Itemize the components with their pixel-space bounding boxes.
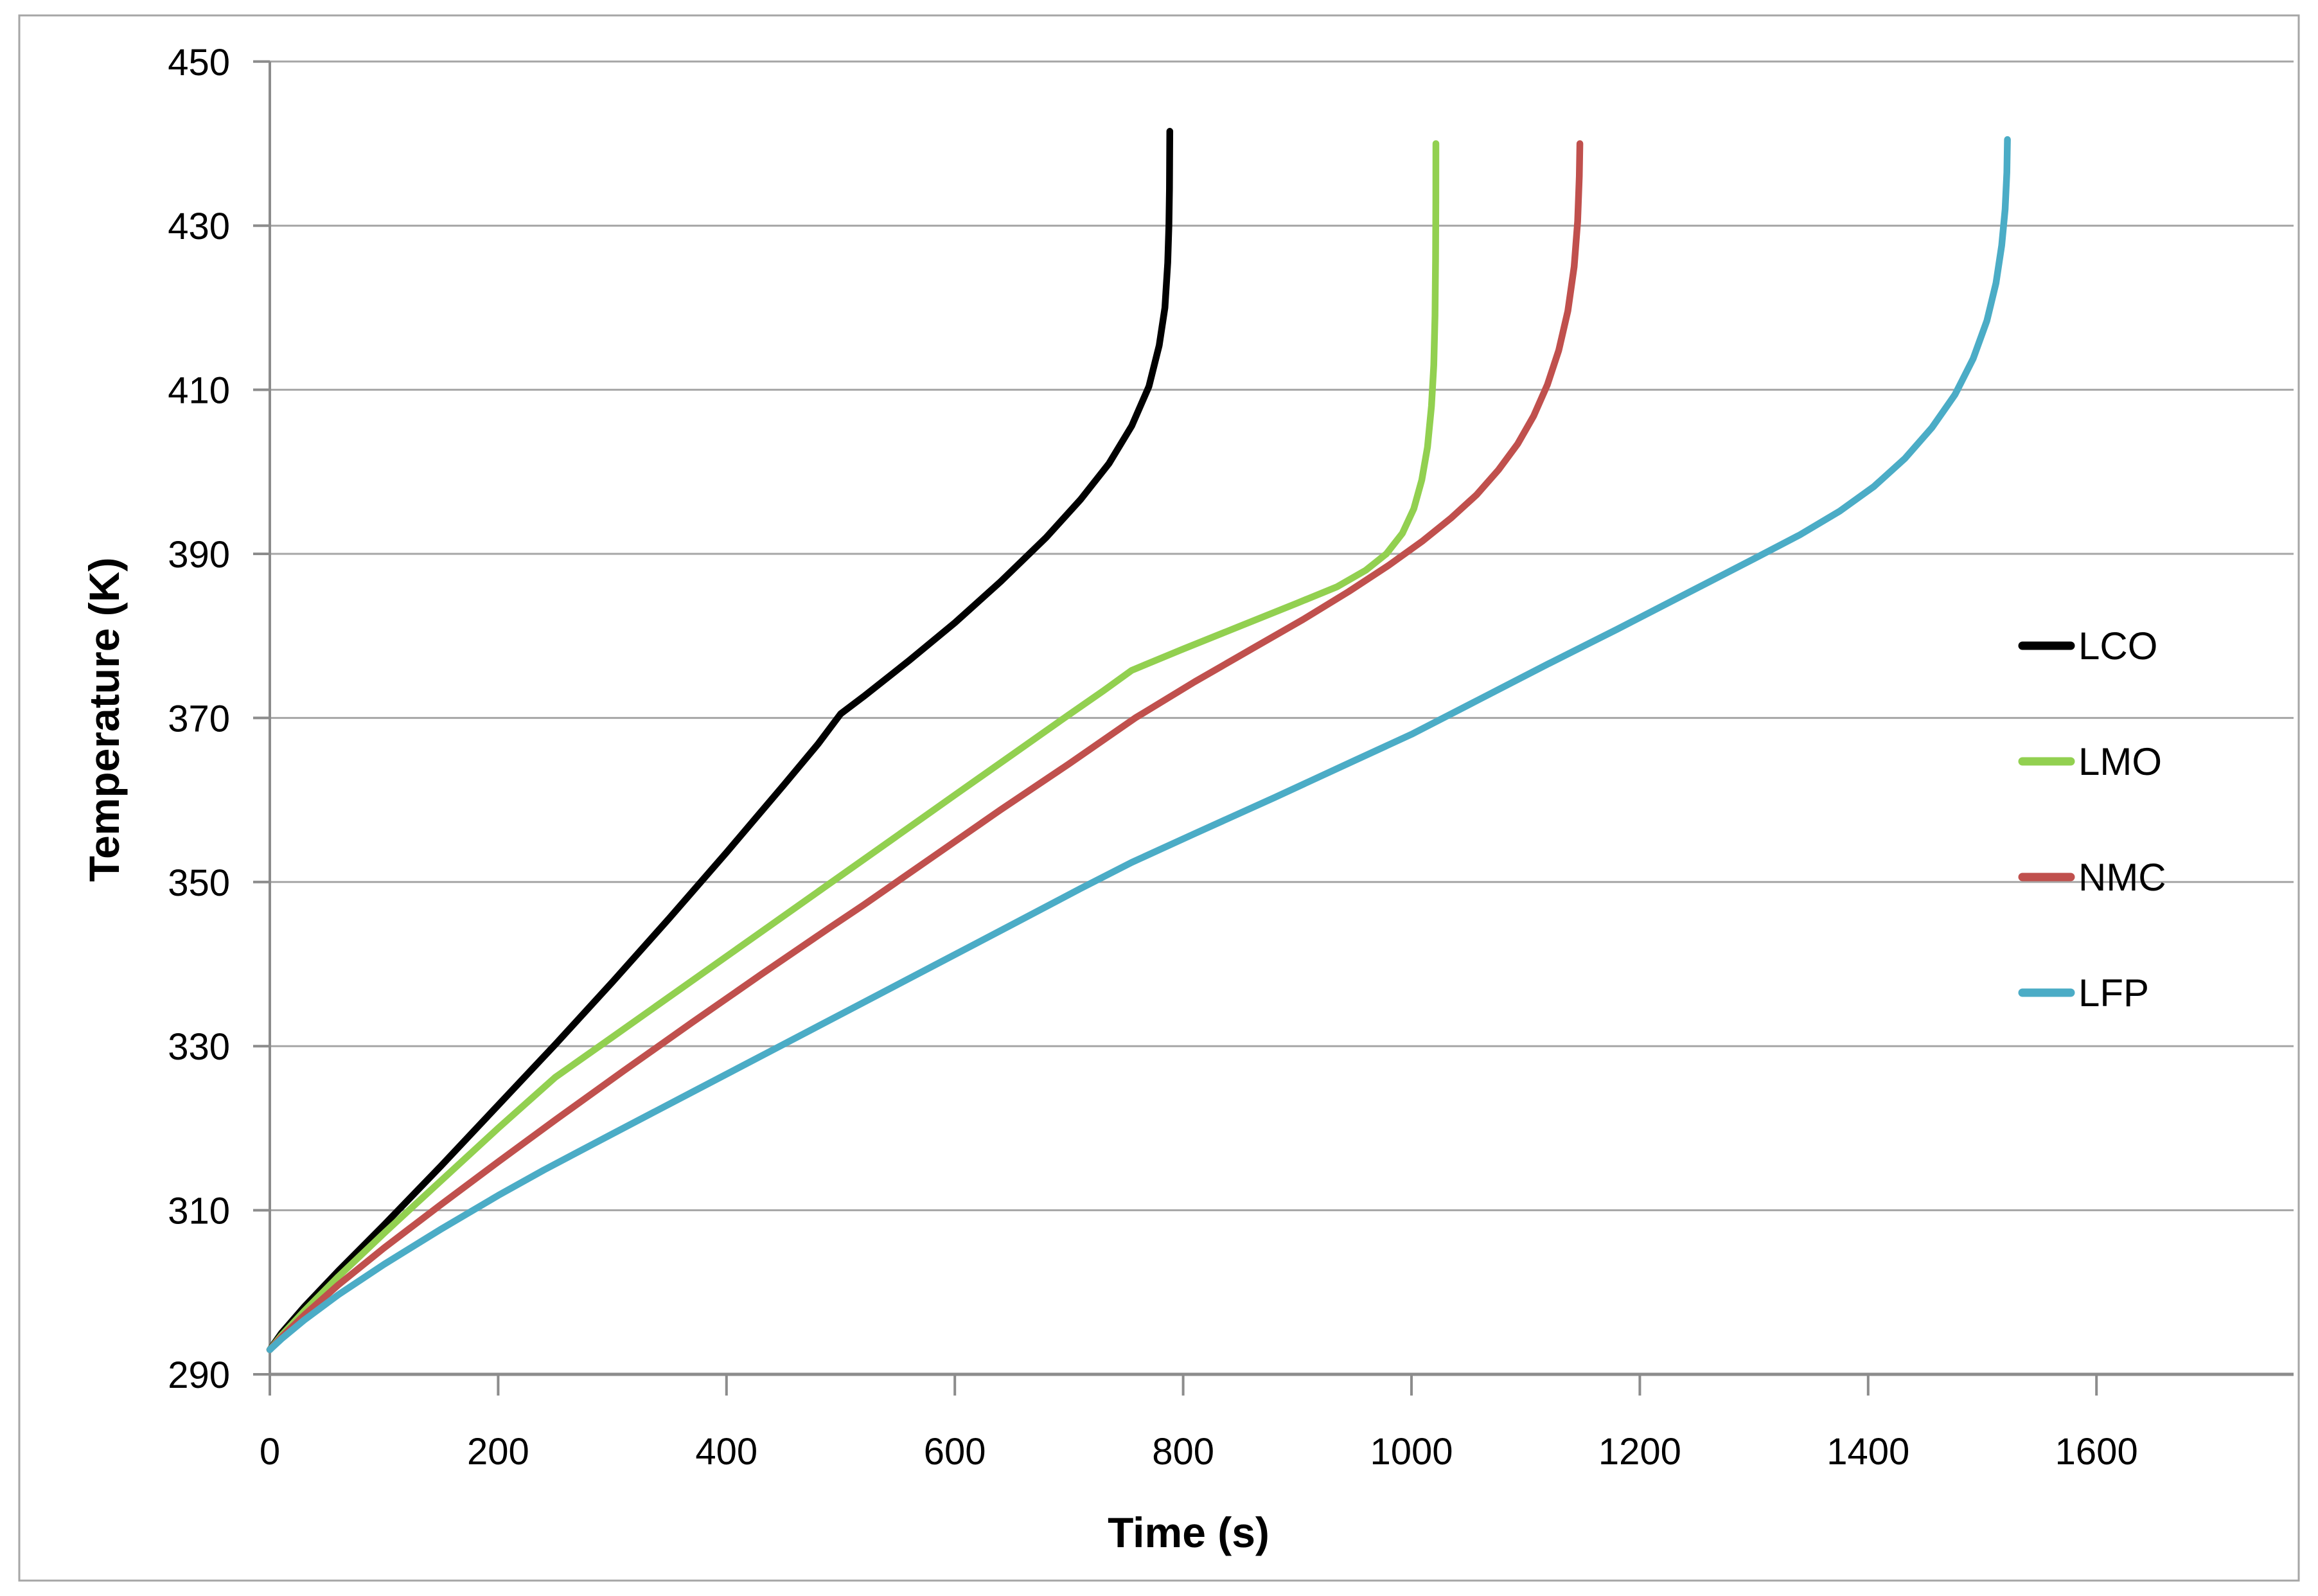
series-line-lmo	[266, 140, 1440, 1353]
x-tick-label-1000: 1000	[1370, 1431, 1453, 1473]
series-line-lfp	[266, 136, 2011, 1353]
series-line-lco	[266, 128, 1174, 1353]
x-tick-label-1400: 1400	[1827, 1431, 1909, 1473]
x-tick-label-0: 0	[260, 1431, 280, 1473]
y-axis-title: Temperature (K)	[80, 558, 128, 882]
x-axis-title: Time (s)	[1108, 1509, 1270, 1556]
legend-label-nmc: NMC	[2078, 856, 2166, 899]
y-tick-label-430: 430	[168, 206, 230, 247]
x-tick-label-1600: 1600	[2055, 1431, 2138, 1473]
x-tick-label-600: 600	[924, 1431, 986, 1473]
x-tick-label-1200: 1200	[1598, 1431, 1681, 1473]
y-tick-label-410: 410	[168, 370, 230, 412]
y-tick-label-450: 450	[168, 42, 230, 84]
legend-label-lco: LCO	[2078, 625, 2157, 668]
y-tick-label-390: 390	[168, 534, 230, 576]
chart-outer-border	[18, 14, 2300, 1582]
y-tick-label-350: 350	[168, 862, 230, 904]
y-tick-label-330: 330	[168, 1026, 230, 1068]
legend-label-lfp: LFP	[2078, 971, 2149, 1015]
y-tick-label-370: 370	[168, 698, 230, 740]
x-tick-label-400: 400	[695, 1431, 757, 1473]
y-tick-label-290: 290	[168, 1354, 230, 1396]
legend-label-lmo: LMO	[2078, 740, 2162, 783]
series-line-nmc	[266, 140, 1584, 1353]
y-tick-label-310: 310	[168, 1191, 230, 1232]
x-tick-label-200: 200	[467, 1431, 529, 1473]
x-tick-label-800: 800	[1152, 1431, 1214, 1473]
